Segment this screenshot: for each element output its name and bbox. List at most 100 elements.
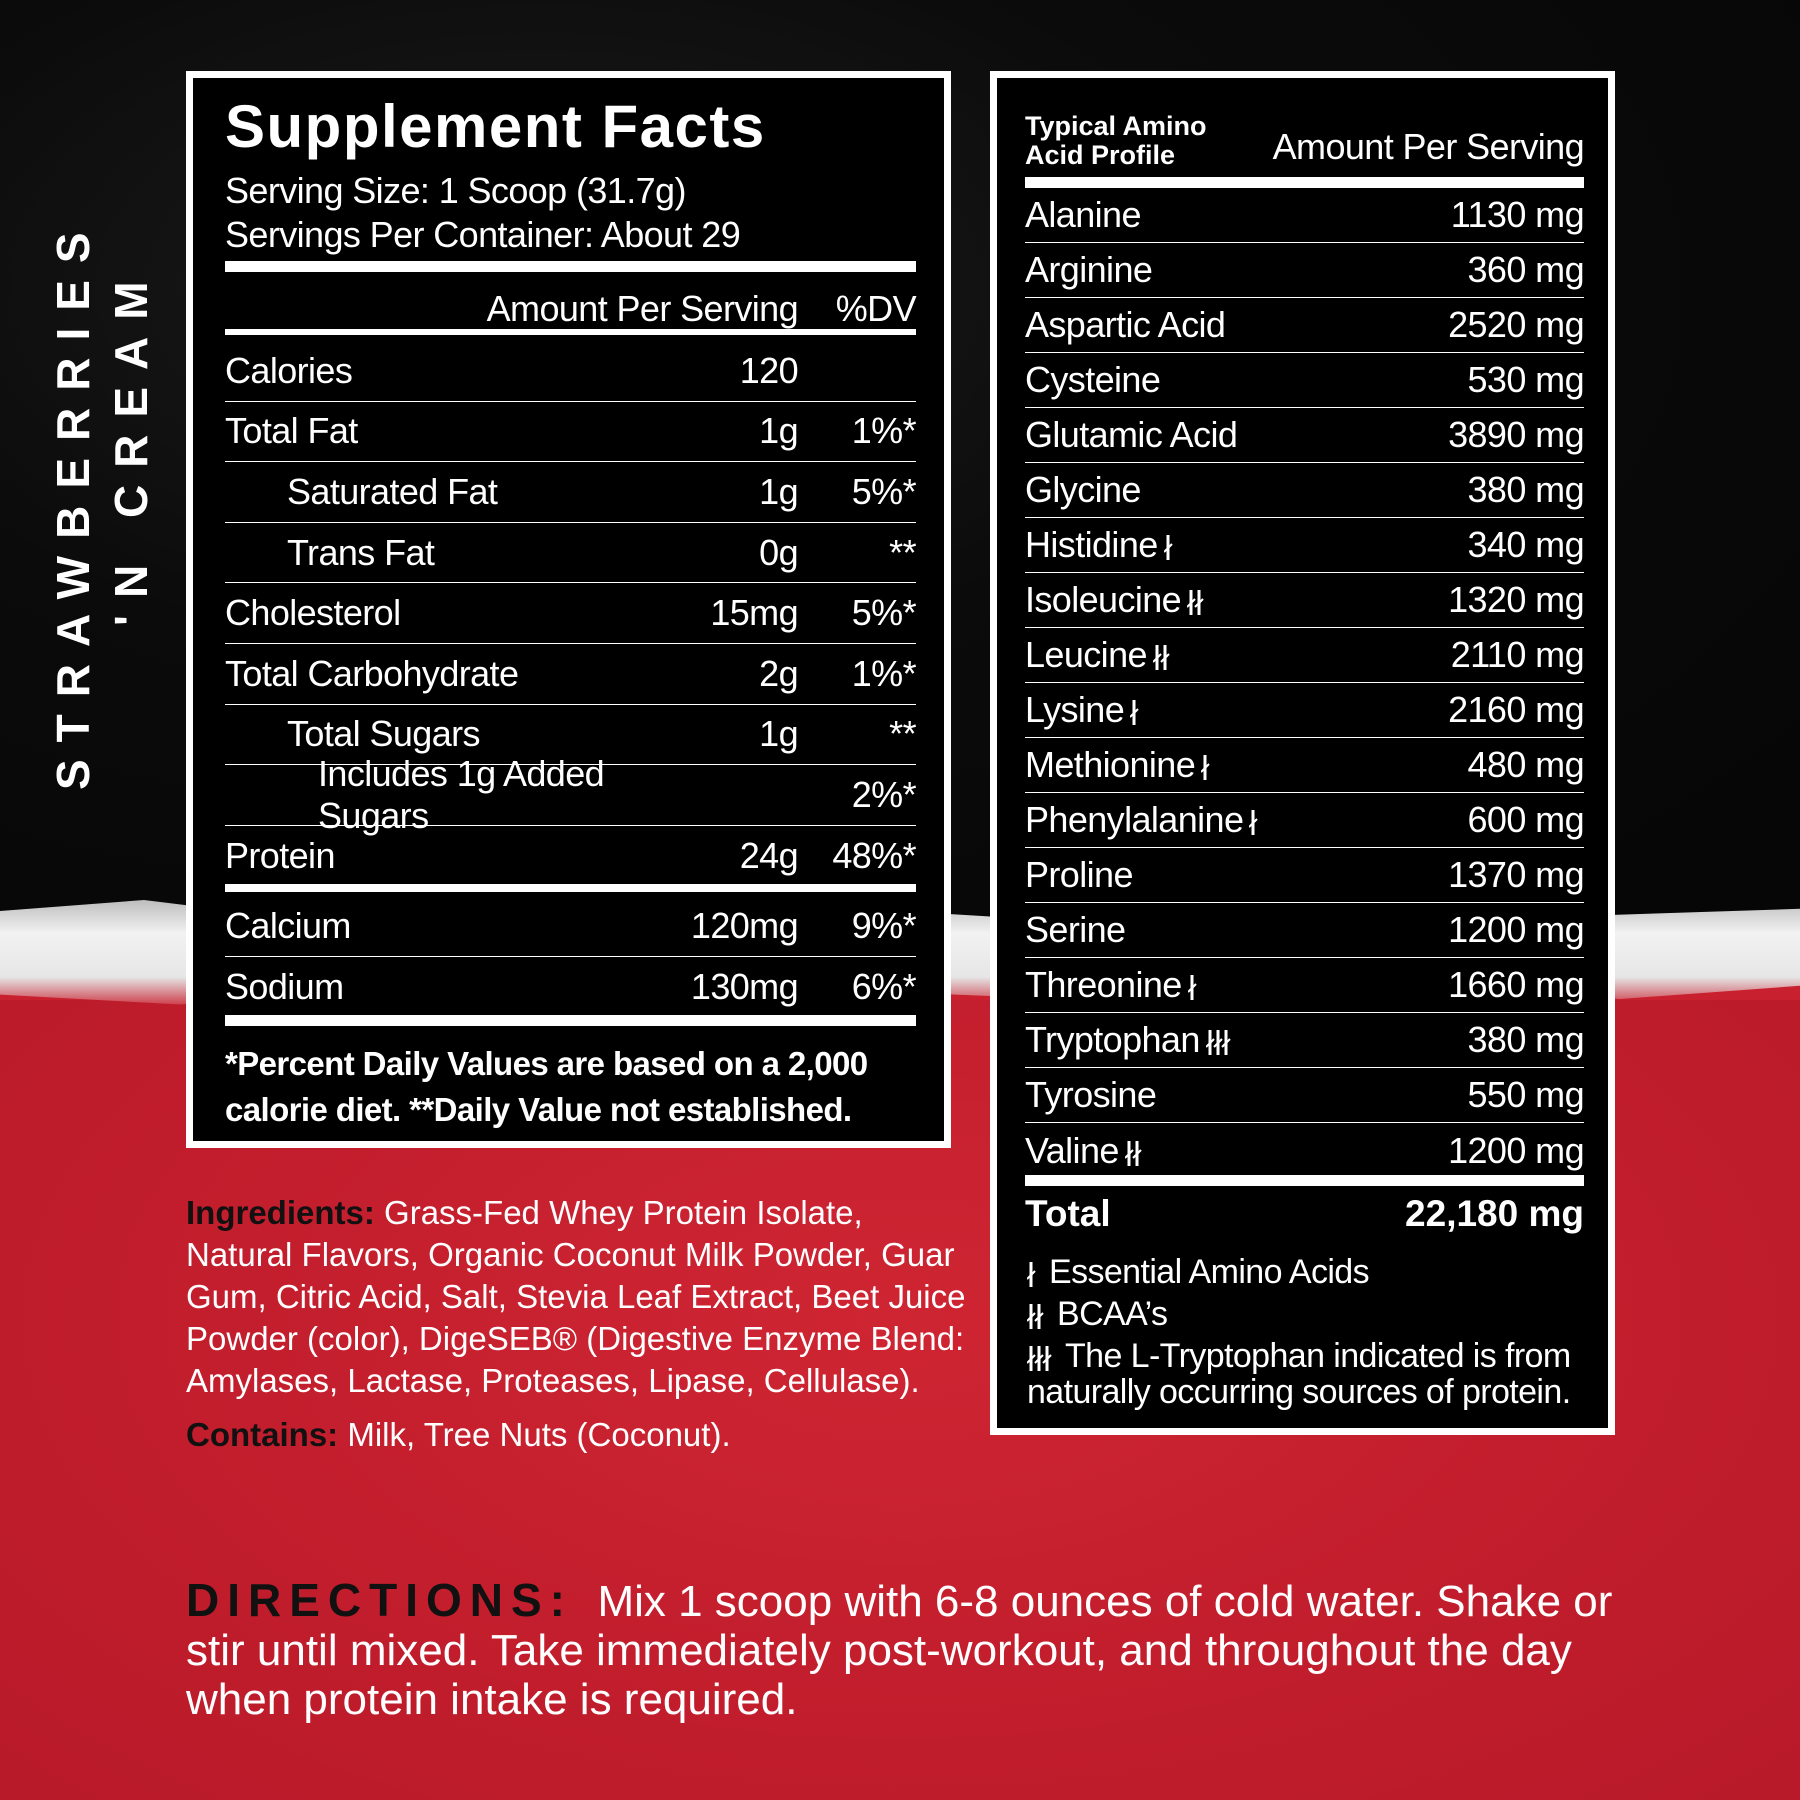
header-amount: Amount Per Serving [486, 288, 799, 330]
nutrient-amount: 1g [759, 713, 798, 755]
header-dv: %DV [835, 288, 917, 330]
nutrient-row: Cholesterol 15mg 5%* [225, 583, 917, 644]
amino-header-amount: Amount Per Serving [1272, 126, 1585, 167]
directions-text: Mix 1 scoop with 6-8 ounces of cold wate… [186, 1577, 1613, 1724]
footnote-line-1: *Percent Daily Values are based on a 2,0… [225, 1045, 868, 1082]
nutrient-row: Total Fat 1g 1%* [225, 402, 917, 463]
amino-amount: 2110 mg [1450, 634, 1585, 675]
amino-amount: 2520 mg [1448, 304, 1585, 345]
amino-marker-icon [1249, 810, 1259, 836]
flavor-line-1: STRAWBERRIES [47, 215, 99, 790]
legend-text: Essential Amino Acids [1049, 1253, 1370, 1291]
amino-row: Glutamic Acid 3890 mg [1025, 408, 1585, 463]
serving-size: Serving Size: 1 Scoop (31.7g) [225, 170, 686, 211]
nutrient-row: Includes 1g Added Sugars 2%* [225, 753, 917, 836]
amino-header-line-2: Acid Profile [1025, 140, 1176, 170]
amino-amount: 530 mg [1467, 359, 1585, 400]
nutrient-row: Calcium 120mg 9%* [225, 896, 917, 957]
legend-item: Essential Amino Acids [1027, 1253, 1370, 1291]
legend-item: The L-Tryptophan indicated is from [1027, 1338, 1571, 1375]
nutrient-label: Sodium [225, 966, 344, 1008]
flavor-line-2: 'N CREAM [105, 264, 157, 626]
legend-item: BCAA’s [1027, 1295, 1168, 1333]
amino-label: Methionine [1025, 744, 1196, 785]
nutrient-dv: 1%* [851, 652, 917, 694]
amino-label: Histidine [1025, 524, 1158, 565]
nutrient-dv: 9%* [851, 905, 917, 947]
amino-label: Tryptophan [1025, 1019, 1200, 1060]
amino-marker-icon [1187, 590, 1204, 616]
amino-marker-icon [1205, 1030, 1231, 1056]
amino-marker-icon [1201, 755, 1210, 781]
nutrient-row: Protein 24g 48%* [225, 826, 917, 887]
nutrient-dv: 48%* [832, 835, 916, 877]
amino-marker-icon [1130, 700, 1139, 726]
nutrient-label: Total Fat [225, 410, 358, 452]
legend-text: BCAA’s [1057, 1295, 1168, 1333]
ingredients-label: Ingredients: [186, 1194, 375, 1231]
amino-row: Histidine 340 mg [1025, 518, 1585, 573]
nutrient-row: Trans Fat 0g ** [225, 523, 917, 584]
amino-row: Aspartic Acid 2520 mg [1025, 298, 1585, 353]
amino-amount: 3890 mg [1448, 414, 1585, 455]
amino-row: Cysteine 530 mg [1025, 353, 1585, 408]
nutrient-row: Saturated Fat 1g 5%* [225, 462, 917, 523]
amino-marker-icon [1124, 1140, 1142, 1166]
nutrient-amount: 24g [739, 835, 799, 877]
nutrient-row: Sodium 130mg 6%* [225, 957, 917, 1018]
nutrient-row: Total Carbohydrate 2g 1%* [225, 644, 917, 705]
amino-amount: 1660 mg [1448, 964, 1585, 1005]
amino-amount: 380 mg [1467, 469, 1585, 510]
divider-thick [1025, 1175, 1584, 1186]
ingredients: Ingredients: Grass-Fed Whey Protein Isol… [186, 1192, 976, 1456]
total-amount: 22,180 mg [1405, 1192, 1584, 1234]
amino-row: Serine 1200 mg [1025, 903, 1585, 958]
legend-continued: naturally occurring sources of protein. [1027, 1373, 1571, 1411]
amino-label: Isoleucine [1025, 579, 1182, 620]
amino-row: Alanine 1130 mg [1025, 188, 1585, 243]
nutrient-amount: 1g [759, 410, 798, 452]
amino-acid-profile-panel: Typical Amino Acid Profile Amount Per Se… [990, 71, 1615, 1435]
divider-thick [1025, 177, 1584, 188]
amino-row: Isoleucine 1320 mg [1025, 573, 1585, 628]
servings-per-container: Servings Per Container: About 29 [225, 214, 741, 255]
amino-label: Proline [1025, 854, 1133, 895]
amino-row: Valine 1200 mg [1025, 1123, 1585, 1178]
amino-amount: 480 mg [1467, 744, 1585, 785]
amino-amount: 380 mg [1467, 1019, 1585, 1060]
nutrient-dv: 5%* [851, 592, 917, 634]
amino-row: Lysine 2160 mg [1025, 683, 1585, 738]
amino-amount: 340 mg [1467, 524, 1585, 565]
supplement-facts-title: Supplement Facts [225, 93, 766, 160]
amino-label: Glycine [1025, 469, 1141, 510]
amino-row: Leucine 2110 mg [1025, 628, 1585, 683]
total-row: Total 22,180 mg [1025, 1186, 1584, 1241]
nutrient-dv: 6%* [851, 966, 917, 1008]
divider-thick [225, 1014, 916, 1026]
amino-label: Aspartic Acid [1025, 304, 1226, 345]
amino-label: Glutamic Acid [1025, 414, 1238, 455]
total-label: Total [1025, 1192, 1111, 1234]
nutrient-amount: 130mg [690, 966, 799, 1008]
amino-marker-icon [1152, 645, 1170, 671]
nutrient-label: Trans Fat [287, 531, 435, 573]
nutrient-dv: ** [889, 713, 916, 755]
amino-amount: 1200 mg [1448, 1129, 1585, 1171]
column-header: Amount Per Serving %DV [225, 279, 917, 340]
nutrient-row: Calories 120 [225, 341, 916, 402]
footnote-line-2: calorie diet. **Daily Value not establis… [225, 1091, 852, 1128]
amino-marker-icon [1027, 1304, 1044, 1330]
nutrient-row: Total Sugars 1g ** [225, 705, 917, 766]
nutrient-label: Cholesterol [225, 592, 401, 634]
amino-label: Leucine [1025, 634, 1148, 675]
divider [225, 329, 916, 335]
amino-row: Tryptophan 380 mg [1025, 1013, 1585, 1068]
nutrient-label: Saturated Fat [287, 470, 498, 512]
nutrient-dv: 2%* [851, 773, 917, 815]
nutrient-dv: ** [889, 531, 916, 573]
nutrient-label: Total Carbohydrate [225, 652, 519, 694]
contains-text: Milk, Tree Nuts (Coconut). [347, 1416, 731, 1453]
nutrient-amount: 1g [759, 470, 798, 512]
nutrient-label: Includes 1g Added Sugars [318, 752, 605, 836]
amino-label: Alanine [1025, 194, 1142, 235]
